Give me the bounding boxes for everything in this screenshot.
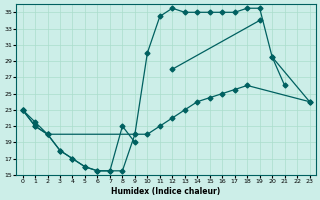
X-axis label: Humidex (Indice chaleur): Humidex (Indice chaleur) — [111, 187, 221, 196]
